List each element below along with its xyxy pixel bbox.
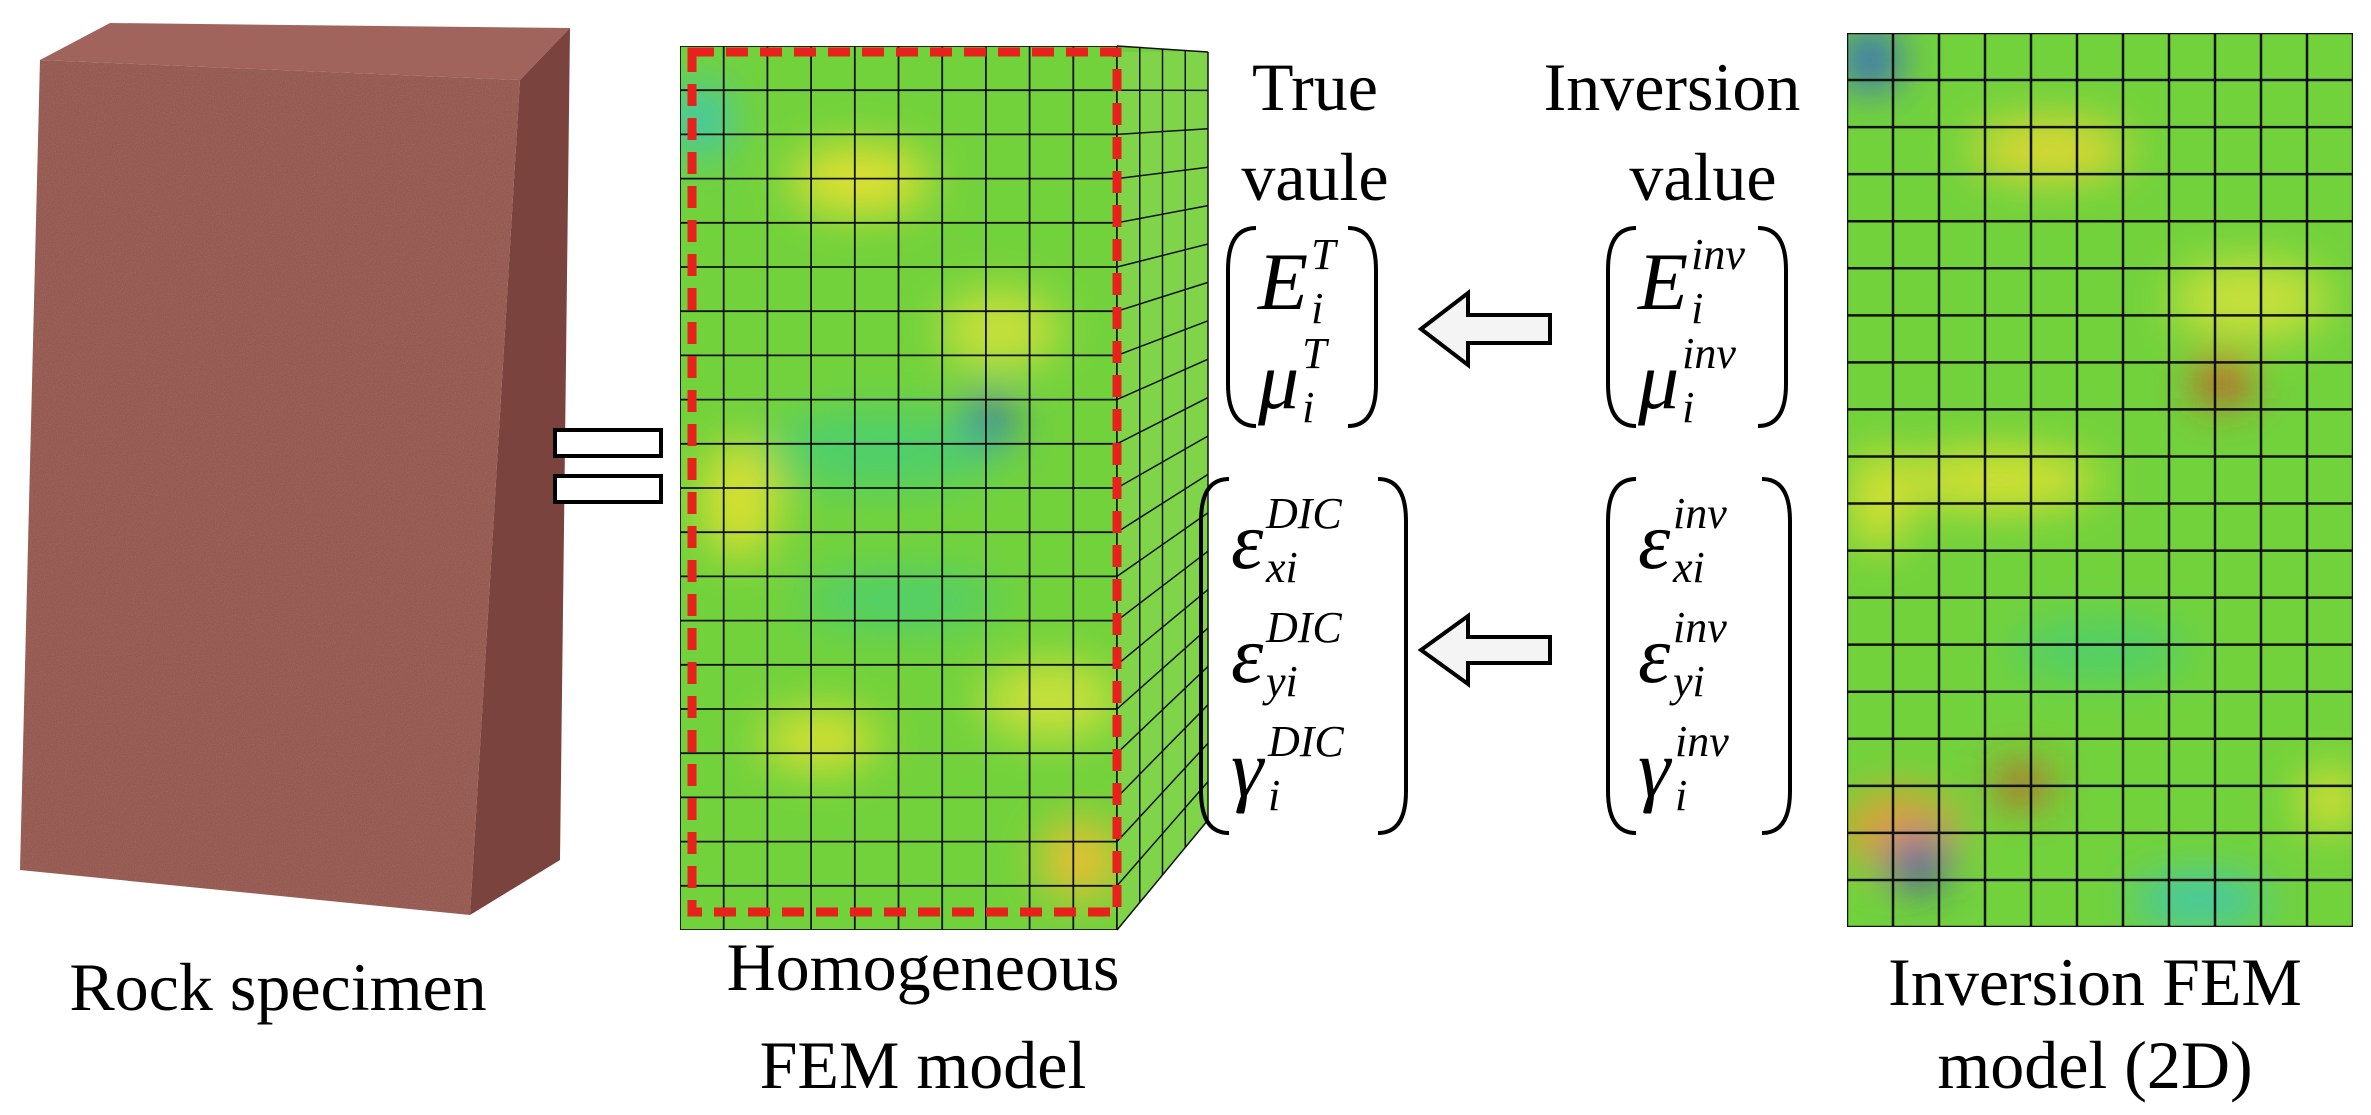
subscript: xi	[1265, 543, 1298, 592]
symbol: E	[1257, 236, 1308, 327]
contour	[1900, 450, 2100, 510]
contour	[2170, 260, 2330, 340]
mesh-line	[1116, 320, 1209, 357]
contour	[2010, 620, 2190, 680]
bracket	[1347, 226, 1378, 428]
subscript: yi	[1669, 657, 1705, 706]
contour	[2200, 360, 2245, 400]
subscript: i	[1311, 284, 1323, 333]
contour	[940, 290, 1060, 370]
contour	[980, 660, 1117, 740]
bracket	[1199, 477, 1230, 835]
mesh-line	[1116, 550, 1209, 622]
contour	[760, 410, 1000, 490]
contour	[790, 145, 930, 215]
contour	[1847, 33, 1900, 90]
subscript: xi	[1672, 543, 1705, 592]
true-value-label: True	[1252, 49, 1378, 125]
contour	[1895, 840, 1940, 885]
symbol: E	[1637, 236, 1688, 327]
contour	[2300, 770, 2353, 830]
contour	[760, 710, 880, 770]
subscript: i	[1682, 383, 1694, 432]
superscript: inv	[1673, 603, 1727, 652]
homogeneous-label: Homogeneous	[727, 929, 1120, 1005]
contour	[2130, 875, 2270, 925]
contour	[1040, 820, 1117, 900]
mesh-line	[1116, 627, 1209, 710]
mesh-line	[1116, 45, 1209, 53]
superscript: inv	[1691, 230, 1745, 279]
inversion-model-label: Inversion FEM	[1888, 944, 2302, 1020]
superscript: inv	[1673, 489, 1727, 538]
superscript: T	[1302, 329, 1330, 378]
subscript: i	[1268, 771, 1280, 820]
homogeneous-label: FEM model	[760, 1027, 1087, 1103]
true-value-label: vaule	[1241, 139, 1388, 215]
symbol: γ	[1231, 723, 1266, 814]
mesh-line	[1116, 742, 1209, 843]
contour	[1850, 450, 1910, 550]
superscript: DIC	[1265, 603, 1342, 652]
subscript: yi	[1262, 657, 1298, 706]
mesh-line	[1116, 473, 1209, 533]
fem-model-2d	[1847, 33, 2353, 927]
arrow	[1417, 612, 1552, 688]
mesh-line	[1116, 512, 1209, 578]
mesh-line	[1116, 166, 1209, 180]
mesh-line	[1116, 358, 1209, 401]
fem-model-3d	[680, 45, 1209, 931]
bracket	[1757, 226, 1788, 428]
rock-specimen	[20, 23, 570, 915]
mesh-line	[1116, 396, 1209, 445]
mesh-line	[1116, 819, 1209, 931]
bracket	[1377, 477, 1408, 835]
bracket	[1761, 477, 1792, 835]
contour	[973, 400, 1007, 440]
symbol: ε	[1638, 609, 1671, 700]
mesh-line	[1116, 204, 1209, 224]
equals-bar	[553, 474, 663, 504]
symbol: ε	[1231, 609, 1264, 700]
equals-bar	[553, 428, 663, 458]
superscript: T	[1311, 230, 1339, 279]
inversion-model-label: model (2D)	[1937, 1027, 2252, 1103]
symbol: ε	[1638, 495, 1671, 586]
superscript: inv	[1682, 329, 1736, 378]
bracket	[1606, 226, 1637, 428]
inversion-value-label: Inversion	[1544, 49, 1801, 125]
contour	[680, 80, 730, 160]
superscript: DIC	[1265, 489, 1342, 538]
mesh-line	[1116, 665, 1209, 754]
subscript: i	[1675, 771, 1687, 820]
mesh-line	[1116, 589, 1209, 666]
superscript: DIC	[1267, 717, 1344, 766]
mesh-line	[1116, 435, 1209, 489]
symbol: μ	[1637, 335, 1679, 426]
contour	[1970, 120, 2130, 180]
symbol: μ	[1257, 335, 1299, 426]
mesh-line	[1116, 243, 1209, 268]
contour	[800, 570, 1000, 630]
mesh-line	[1116, 128, 1209, 136]
arrow	[1417, 288, 1552, 370]
bracket	[1606, 477, 1637, 835]
mesh-line	[1116, 704, 1209, 798]
superscript: inv	[1675, 717, 1729, 766]
mesh-line	[1116, 281, 1209, 312]
contour	[700, 440, 780, 560]
symbol: γ	[1638, 723, 1673, 814]
subscript: i	[1691, 284, 1703, 333]
rock-label: Rock specimen	[69, 949, 486, 1025]
subscript: i	[1302, 383, 1314, 432]
inversion-value-label: value	[1629, 139, 1776, 215]
symbol: ε	[1231, 495, 1264, 586]
mesh-line	[1116, 781, 1209, 887]
bracket	[1226, 226, 1257, 428]
